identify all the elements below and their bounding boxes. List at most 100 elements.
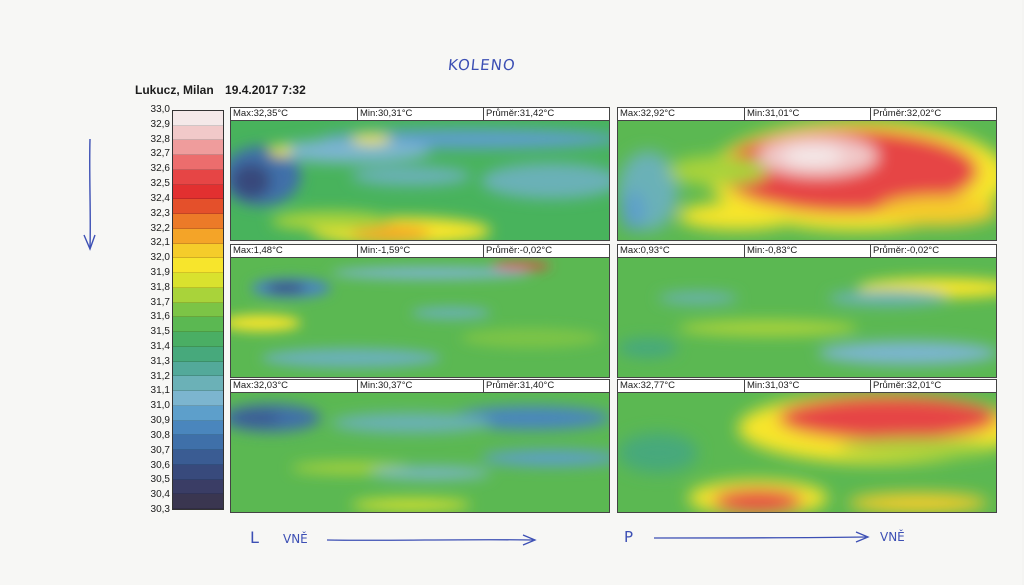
scale-color-cell <box>173 258 223 274</box>
scale-label: 32,6 <box>150 163 170 175</box>
right-arrow-icon <box>326 534 537 546</box>
panel-stats: Max:32,35°C Min:30,31°C Průměr:31,42°C <box>231 108 609 121</box>
scale-color-cell <box>173 199 223 215</box>
handwritten-title: KOLENO <box>447 56 517 74</box>
scale-label: 30,6 <box>150 459 170 471</box>
scale-color-cell <box>173 287 223 303</box>
panel-stats: Max:32,03°C Min:30,37°C Průměr:31,40°C <box>231 380 609 393</box>
scale-label: 33,0 <box>150 104 170 115</box>
scale-label: 32,5 <box>150 178 170 190</box>
scale-label: 31,2 <box>150 370 170 382</box>
panel-min: Min:-1,59°C <box>357 245 410 257</box>
scale-color-cell <box>173 391 223 406</box>
panel-average: Průměr:32,01°C <box>870 380 941 392</box>
down-arrow-icon <box>83 138 96 251</box>
scale-label: 32,3 <box>150 207 170 219</box>
thermal-map <box>231 393 609 512</box>
scale-label: 32,2 <box>150 222 170 234</box>
scale-color-cell <box>173 420 223 436</box>
right-arrow-icon <box>653 531 870 543</box>
scale-label: 30,9 <box>150 415 170 427</box>
scale-label: 32,0 <box>150 252 170 264</box>
scale-color-cell <box>173 140 223 156</box>
thermal-map <box>618 393 996 512</box>
thermo-panel-top-right: Max:32,92°C Min:31,01°C Průměr:32,02°C <box>617 107 997 241</box>
panel-stats: Max:0,93°C Min:-0,83°C Průměr:-0,02°C <box>618 245 996 258</box>
scale-color-cell <box>173 494 223 509</box>
thermal-map <box>618 121 996 240</box>
scale-label: 31,3 <box>150 355 170 367</box>
panel-average: Průměr:-0,02°C <box>870 245 939 257</box>
scale-color-cell <box>173 450 223 465</box>
panel-average: Průměr:31,42°C <box>483 108 554 120</box>
panel-min: Min:30,37°C <box>357 380 412 392</box>
panel-max: Max:32,92°C <box>620 108 676 119</box>
scale-label: 31,8 <box>150 281 170 293</box>
scale-color-cell <box>173 346 223 362</box>
scale-label: 31,5 <box>150 326 170 338</box>
scale-color-cell <box>173 243 223 259</box>
scale-label: 30,4 <box>150 489 170 501</box>
panel-average: Průměr:-0,02°C <box>483 245 552 257</box>
scale-label: 31,1 <box>150 385 170 397</box>
thermal-map <box>618 258 996 377</box>
panel-min: Min:-0,83°C <box>744 245 797 257</box>
panel-max: Max:32,77°C <box>620 380 676 391</box>
scale-label: 32,4 <box>150 192 170 204</box>
record-datetime: 19.4.2017 7:32 <box>225 83 306 97</box>
scale-color-cell <box>173 405 223 421</box>
thermo-panel-bottom-right: Max:32,77°C Min:31,03°C Průměr:32,01°C <box>617 379 997 513</box>
scale-color-cell <box>173 479 223 495</box>
scale-color-cell <box>173 464 223 480</box>
thermo-panel-top-left: Max:32,35°C Min:30,31°C Průměr:31,42°C <box>230 107 610 241</box>
panel-stats: Max:1,48°C Min:-1,59°C Průměr:-0,02°C <box>231 245 609 258</box>
scale-color-cell <box>173 302 223 318</box>
scale-label: 30,5 <box>150 474 170 486</box>
thermo-panel-mid-left: Max:1,48°C Min:-1,59°C Průměr:-0,02°C <box>230 244 610 378</box>
scale-label: 30,8 <box>150 429 170 441</box>
thermal-map <box>231 121 609 240</box>
scale-label: 32,7 <box>150 148 170 160</box>
panel-max: Max:32,35°C <box>233 108 289 119</box>
scale-label: 32,1 <box>150 237 170 249</box>
panel-min: Min:31,01°C <box>744 108 799 120</box>
handwritten-left-text: VNĚ <box>283 532 308 546</box>
scale-label: 31,7 <box>150 296 170 308</box>
scale-color-cell <box>173 155 223 170</box>
scale-label: 31,9 <box>150 266 170 278</box>
handwritten-right-text: VNĚ <box>880 530 905 544</box>
scale-label: 32,9 <box>150 118 170 130</box>
panel-average: Průměr:31,40°C <box>483 380 554 392</box>
scale-color-cell <box>173 376 223 392</box>
scale-label: 31,0 <box>150 400 170 412</box>
temperature-scale: 33,0 32,9 32,8 32,7 32,6 32,5 32,4 32,3 32,2 32,1… <box>140 103 228 515</box>
scale-label: 32,8 <box>150 133 170 145</box>
patient-name: Lukucz, Milan <box>135 83 214 97</box>
scale-color-cell <box>173 184 223 200</box>
thermo-panel-mid-right: Max:0,93°C Min:-0,83°C Průměr:-0,02°C <box>617 244 997 378</box>
scale-label: 31,6 <box>150 311 170 323</box>
panel-max: Max:1,48°C <box>233 245 283 256</box>
scale-color-cell <box>173 317 223 333</box>
scale-color-bar <box>172 110 224 510</box>
scale-color-cell <box>173 435 223 451</box>
scale-color-cell <box>173 111 223 126</box>
scale-color-cell <box>173 169 223 185</box>
scale-label: 30,7 <box>150 444 170 456</box>
scale-color-cell <box>173 125 223 141</box>
panel-stats: Max:32,92°C Min:31,01°C Průměr:32,02°C <box>618 108 996 121</box>
scale-color-cell <box>173 332 223 347</box>
panel-stats: Max:32,77°C Min:31,03°C Průměr:32,01°C <box>618 380 996 393</box>
panel-max: Max:32,03°C <box>233 380 289 391</box>
panel-min: Min:31,03°C <box>744 380 799 392</box>
panel-average: Průměr:32,02°C <box>870 108 941 120</box>
scale-label: 30,3 <box>150 504 170 515</box>
panel-max: Max:0,93°C <box>620 245 670 256</box>
report-header: Lukucz, Milan 19.4.2017 7:32 <box>135 83 314 97</box>
scale-color-cell <box>173 361 223 377</box>
thermal-map <box>231 258 609 377</box>
scale-color-cell <box>173 214 223 229</box>
thermo-panel-bottom-left: Max:32,03°C Min:30,37°C Průměr:31,40°C <box>230 379 610 513</box>
handwritten-right-mark: P <box>624 528 634 546</box>
scale-label: 31,4 <box>150 341 170 353</box>
